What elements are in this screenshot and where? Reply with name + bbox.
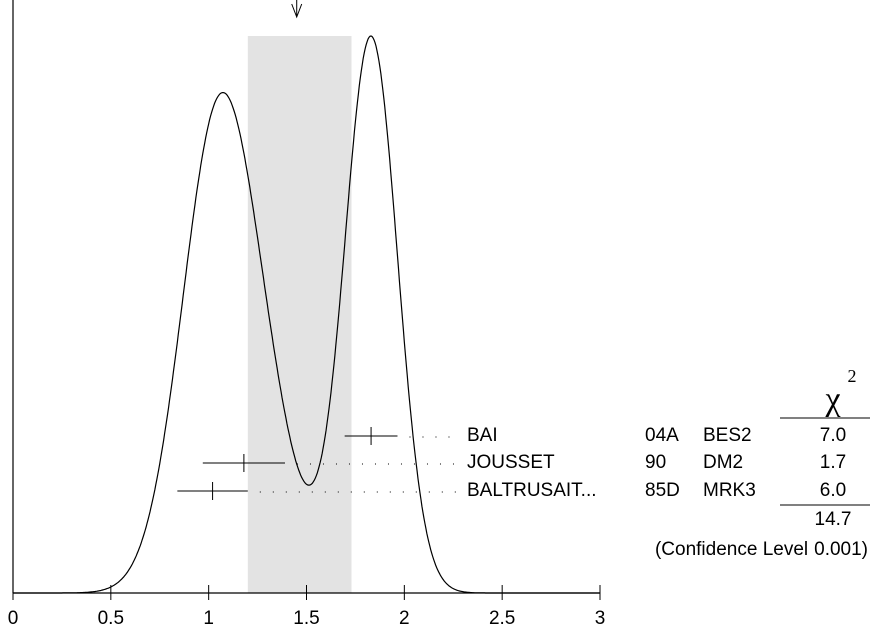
measurement-name: JOUSSET [467, 452, 555, 473]
confidence-part: ) [862, 539, 868, 560]
ideogram-curve [13, 35, 600, 594]
x-tick-label: 3 [595, 608, 606, 629]
x-tick-label: 0.5 [98, 608, 124, 629]
confidence-level: (Confidence Level 0.001) [655, 539, 868, 560]
confidence-part: 0.001 [814, 539, 862, 560]
measurement-code: 04A [645, 425, 679, 446]
chi2-exponent: 2 [848, 366, 857, 386]
chi2-value: 7.0 [820, 425, 846, 446]
measurement-code: 85D [645, 480, 680, 501]
chi2-value: 1.7 [820, 452, 846, 473]
measurement-code: 90 [645, 452, 666, 473]
average-band [247, 36, 352, 593]
x-tick-label: 2 [399, 608, 410, 629]
x-tick-label: 1 [203, 608, 214, 629]
x-tick-label: 1.5 [293, 608, 319, 629]
chi2-total: 14.7 [815, 509, 852, 530]
confidence-part: (Confidence Level [655, 539, 808, 560]
measurement-technique: BES2 [703, 425, 752, 446]
x-tick-label: 0 [8, 608, 19, 629]
measurement-technique: MRK3 [703, 480, 756, 501]
chi2-symbol: χ [824, 381, 840, 418]
measurement-name: BALTRUSAIT... [467, 480, 597, 501]
average-arrow [291, 0, 303, 19]
x-tick-label: 2.5 [489, 608, 515, 629]
measurement-technique: DM2 [703, 452, 743, 473]
chi2-value: 6.0 [820, 480, 846, 501]
measurement-name: BAI [467, 425, 498, 446]
